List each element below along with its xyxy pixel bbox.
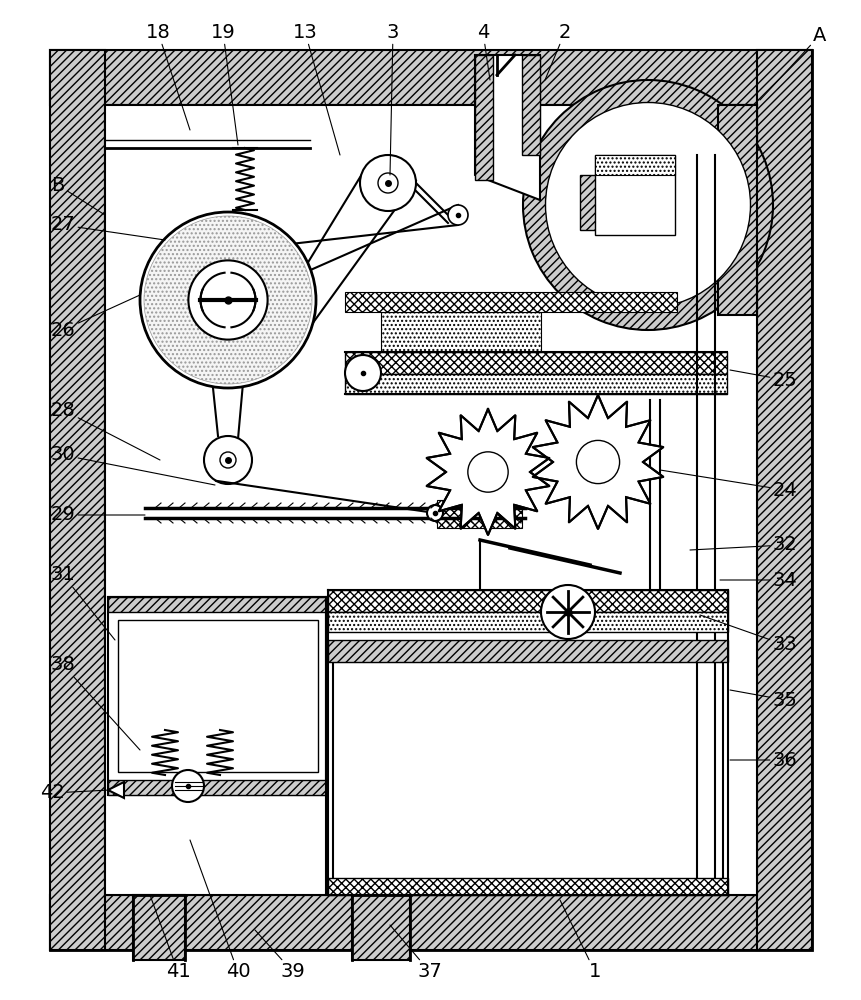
Bar [756,50,811,950]
Circle shape [468,452,508,492]
Polygon shape [474,55,539,200]
Text: 37: 37 [389,925,442,981]
Text: B: B [52,176,105,215]
Text: 38: 38 [51,656,139,750]
Bar [344,374,726,394]
Text: 42: 42 [40,783,110,802]
Bar [332,662,722,882]
Circle shape [189,260,267,340]
Circle shape [541,585,594,639]
Circle shape [172,770,204,802]
Text: 2: 2 [544,23,571,80]
Bar [328,590,728,612]
Bar [328,878,728,895]
Bar [344,292,676,312]
Text: 40: 40 [189,840,250,981]
Circle shape [220,452,236,468]
Circle shape [576,440,619,484]
Polygon shape [108,782,124,798]
Polygon shape [426,409,548,535]
Bar [105,105,756,895]
Text: 34: 34 [719,570,796,589]
Text: 18: 18 [146,23,189,130]
Text: 41: 41 [150,895,190,981]
Bar [351,895,410,960]
Wedge shape [523,80,772,330]
Circle shape [360,155,416,211]
Text: 25: 25 [729,370,796,389]
Text: 24: 24 [660,470,796,499]
Text: 1: 1 [560,900,600,981]
Text: 13: 13 [292,23,339,155]
Bar [474,55,492,180]
Bar [522,55,539,155]
Circle shape [426,505,443,521]
Text: 32: 32 [689,536,796,554]
Text: 29: 29 [51,506,145,524]
Circle shape [204,436,251,484]
Bar [328,612,728,632]
Bar [108,597,325,795]
Text: 31: 31 [51,566,115,640]
Bar [108,780,325,795]
Text: 3: 3 [387,23,399,175]
Bar [579,175,669,230]
Bar [50,50,105,950]
Bar [328,640,728,662]
Bar [594,155,674,235]
Text: 36: 36 [729,750,796,770]
Bar [108,597,325,612]
Circle shape [344,355,381,391]
Circle shape [144,216,312,384]
Bar [50,50,811,105]
Text: A: A [759,26,826,100]
Bar [437,500,522,528]
Bar [594,155,674,175]
Text: 35: 35 [729,690,796,710]
Polygon shape [532,395,663,529]
Circle shape [448,205,468,225]
Text: 19: 19 [210,23,238,145]
Text: 27: 27 [51,216,164,240]
Text: 30: 30 [51,446,214,485]
Bar [50,50,811,950]
Text: 39: 39 [255,930,305,981]
Text: 4: 4 [476,23,489,80]
Bar [344,352,726,374]
Circle shape [139,212,316,388]
Circle shape [545,103,750,308]
Bar [717,105,756,315]
Bar [50,895,811,950]
Circle shape [378,173,398,193]
Text: 28: 28 [51,400,160,460]
Text: 26: 26 [51,295,139,340]
Bar [118,620,318,772]
Bar [133,895,185,960]
Bar [381,312,541,352]
Text: 33: 33 [699,615,796,654]
